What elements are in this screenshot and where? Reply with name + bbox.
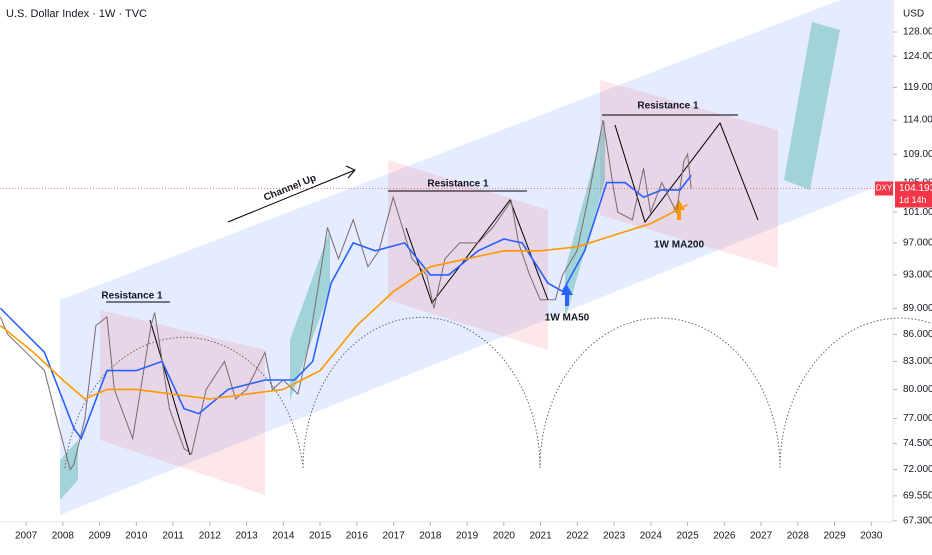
x-tick-label: 2019: [456, 531, 479, 542]
annotation: Resistance 1: [427, 179, 489, 190]
x-tick-label: 2010: [125, 531, 148, 542]
x-tick-label: 2028: [787, 531, 810, 542]
x-tick-label: 2009: [88, 531, 111, 542]
y-tick-label: 89.000: [903, 303, 932, 314]
x-tick-label: 2015: [309, 531, 332, 542]
price-box: [895, 181, 932, 208]
series-line: [0, 174, 692, 441]
impulse: [60, 440, 78, 500]
y-tick-label: 109.000: [903, 149, 932, 160]
y-tick-label: 128.000: [903, 27, 932, 38]
y-tick-label: 80.000: [903, 384, 932, 395]
cycle-arc: [302, 316, 541, 469]
y-tick-label: 93.000: [903, 270, 932, 281]
price-label: 104.193: [899, 183, 932, 194]
x-tick-label: 2025: [676, 531, 699, 542]
y-tick-label: 74.500: [903, 438, 932, 449]
x-tick-label: 2027: [750, 531, 773, 542]
y-tick-label: 86.000: [903, 329, 932, 340]
annotation: Resistance 1: [101, 291, 163, 302]
x-tick-label: 2022: [566, 531, 589, 542]
zone: [100, 310, 265, 495]
y-tick-label: 83.000: [903, 356, 932, 367]
y-tick-label: 101.000: [903, 207, 932, 218]
x-tick-label: 2011: [162, 531, 184, 542]
x-tick-label: 2023: [603, 531, 626, 542]
pattern-line: [149, 319, 191, 456]
symbol-box: [875, 181, 893, 196]
series-line: [0, 120, 692, 471]
y-tick-label: 77.000: [903, 413, 932, 424]
impulse: [784, 22, 840, 190]
x-tick-label: 2024: [640, 531, 663, 542]
symbol-label: DXY: [876, 184, 893, 193]
countdown-label: 1d 14h: [899, 195, 927, 205]
arrow: [673, 200, 685, 220]
annotation: 1W MA200: [654, 240, 704, 251]
x-tick-label: 2029: [823, 531, 846, 542]
x-tick-label: 2018: [419, 531, 442, 542]
currency: USD: [903, 9, 924, 20]
y-tick-label: 114.000: [903, 115, 932, 126]
x-tick-label: 2030: [860, 531, 883, 542]
x-tick-label: 2020: [493, 531, 516, 542]
x-tick-label: 2017: [382, 531, 405, 542]
x-tick-label: 2016: [346, 531, 369, 542]
x-tick-label: 2021: [529, 531, 552, 542]
y-tick-label: 124.000: [903, 51, 932, 62]
cycle-arc: [64, 336, 304, 469]
y-tick-label: 119.000: [903, 82, 932, 93]
x-tick-label: 2013: [235, 531, 258, 542]
x-tick-label: 2008: [52, 531, 75, 542]
channel: [60, 0, 893, 515]
y-tick-label: 72.000: [903, 464, 932, 475]
x-tick-label: 2014: [272, 531, 295, 542]
annotation: 1W MA50: [545, 313, 590, 324]
channel-arrow: [345, 165, 356, 179]
y-tick-label: 97.000: [903, 238, 932, 249]
y-tick-label: 67.300: [903, 516, 932, 527]
y-tick-label: 69.550: [903, 491, 932, 502]
series-line: [0, 203, 688, 400]
cycle-arc: [539, 317, 781, 469]
chart-title: U.S. Dollar Index · 1W · TVC: [6, 8, 147, 20]
channel-arrow: [227, 169, 356, 223]
x-tick-label: 2007: [15, 531, 38, 542]
x-tick-label: 2026: [713, 531, 736, 542]
x-tick-label: 2012: [199, 531, 222, 542]
annotation: Resistance 1: [637, 101, 699, 112]
cycle-arc: [779, 317, 932, 469]
